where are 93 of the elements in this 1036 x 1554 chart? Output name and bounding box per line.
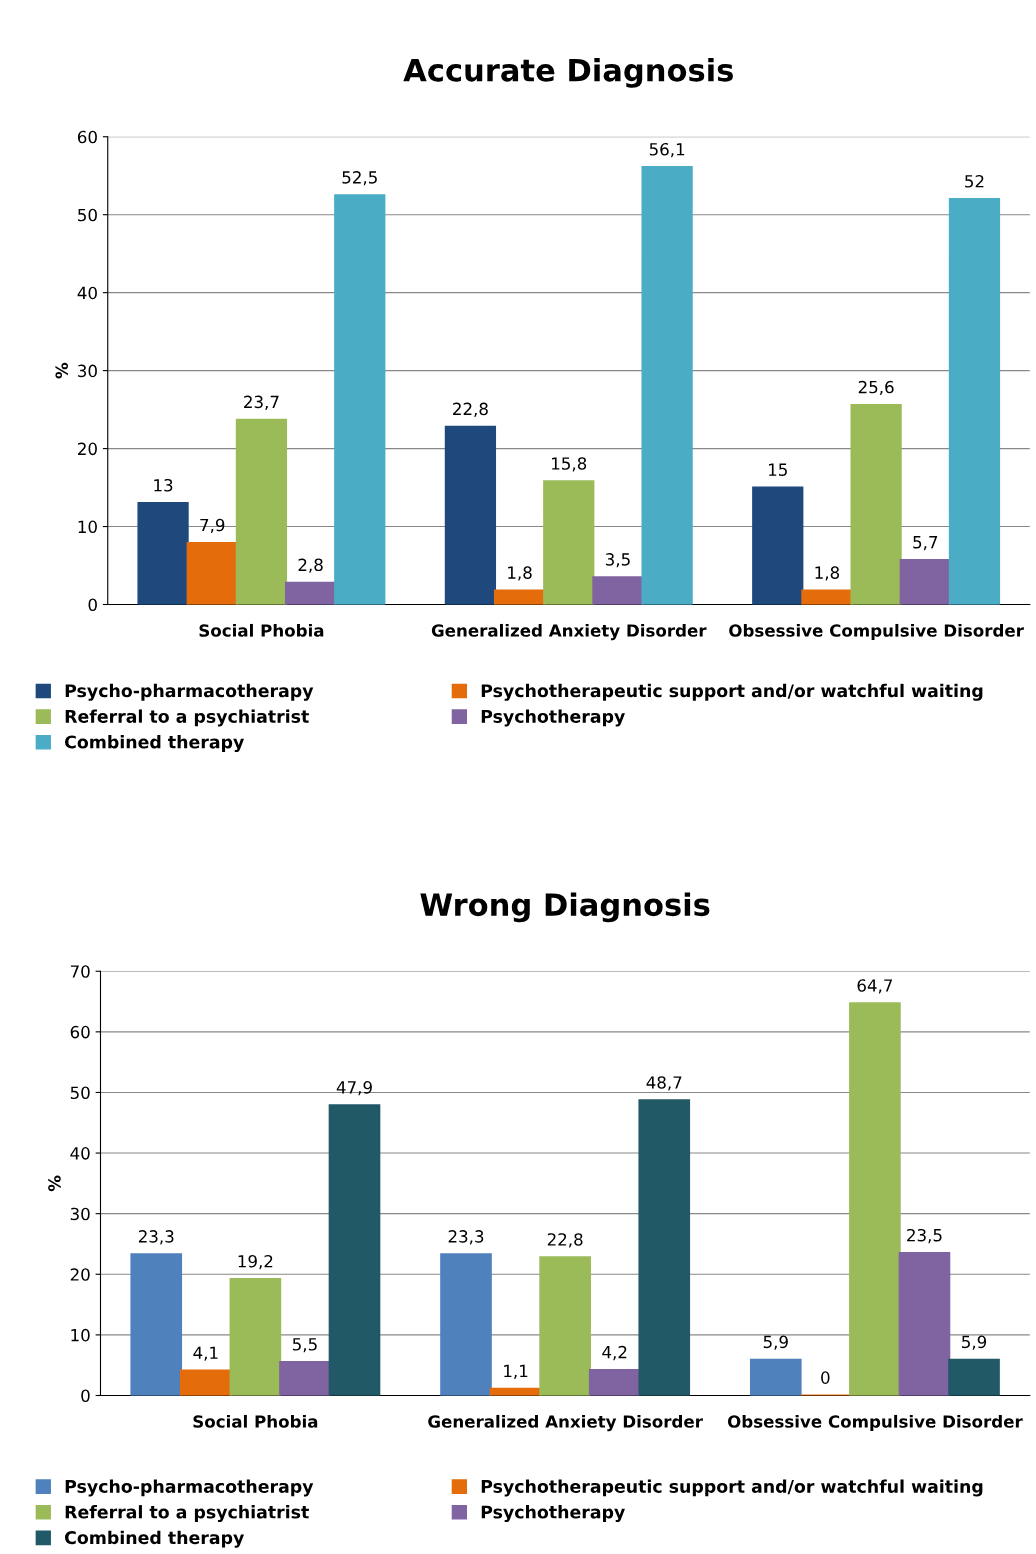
y-tick-label: 10 <box>71 1328 90 1342</box>
bar <box>801 589 853 605</box>
bar <box>752 486 804 605</box>
bar <box>898 1252 951 1396</box>
bar <box>749 1358 802 1396</box>
legend-label: Psychotherapeutic support and/or watchful waiting <box>481 1479 983 1497</box>
data-label: 1,1 <box>504 1364 528 1379</box>
y-axis-title: % <box>55 362 69 379</box>
legend-label: Referral to a psychiatrist <box>65 709 309 727</box>
legend-label: Psychotherapeutic support and/or watchful waiting <box>481 683 983 701</box>
data-label: 1,8 <box>815 566 840 581</box>
legend-label: Combined therapy <box>64 735 245 753</box>
bar <box>641 166 693 605</box>
y-tick-label: 50 <box>70 1086 90 1100</box>
legend-label: Combined therapy <box>64 1530 245 1548</box>
bar <box>588 1369 641 1396</box>
bar <box>440 1253 492 1396</box>
data-label: 15 <box>768 463 787 477</box>
data-label: 4,1 <box>193 1346 218 1361</box>
bar <box>279 1361 331 1396</box>
bar <box>334 194 386 605</box>
data-label: 52,5 <box>342 171 377 186</box>
bar <box>235 418 288 605</box>
data-label: 5,9 <box>763 1335 788 1350</box>
data-label: 23,5 <box>907 1228 942 1244</box>
bar <box>899 559 951 605</box>
legend-label: Referral to a psychiatrist <box>65 1505 309 1523</box>
y-tick-label: 0 <box>88 598 97 612</box>
x-tick-label: Generalized Anxiety Disorder <box>431 623 707 641</box>
bar <box>948 1358 1000 1396</box>
x-tick-label: Obsessive Compulsive Disorder <box>727 1414 1023 1432</box>
bar <box>539 1256 591 1396</box>
bar <box>592 576 644 605</box>
bar <box>179 1369 232 1396</box>
data-label: 0 <box>821 1371 830 1384</box>
bar <box>543 480 595 605</box>
y-tick-label: 10 <box>78 520 97 534</box>
data-label: 48,7 <box>646 1076 682 1091</box>
bar <box>186 541 238 605</box>
bar <box>444 425 497 605</box>
legend-label: Psychotherapy <box>481 1505 625 1523</box>
data-label: 22,8 <box>453 402 488 417</box>
data-label: 23,7 <box>244 395 279 410</box>
y-tick-label: 30 <box>78 364 97 378</box>
data-label: 1,8 <box>508 566 532 581</box>
data-label: 5,5 <box>292 1338 317 1353</box>
data-label: 52 <box>965 174 984 188</box>
data-label: 47,9 <box>336 1081 372 1096</box>
data-label: 22,8 <box>547 1233 583 1248</box>
y-tick-label: 40 <box>70 1147 90 1160</box>
bar <box>638 1099 691 1396</box>
data-label: 64,7 <box>857 979 893 994</box>
bar <box>849 1002 901 1396</box>
legend-label: Psycho-pharmacotherapy <box>65 1479 314 1497</box>
data-label: 23,3 <box>138 1230 174 1245</box>
data-label: 5,7 <box>913 536 938 551</box>
bar <box>948 198 1001 605</box>
y-tick-label: 20 <box>70 1268 90 1281</box>
chart-title: Wrong Diagnosis <box>420 892 710 923</box>
bar <box>850 403 902 605</box>
data-label: 7,9 <box>200 518 225 534</box>
data-label: 25,6 <box>858 380 894 396</box>
data-label: 2,8 <box>298 558 323 573</box>
bar <box>137 502 189 605</box>
bar <box>328 1104 381 1396</box>
x-tick-label: Obsessive Compulsive Disorder <box>729 623 1024 641</box>
data-label: 56,1 <box>649 142 685 158</box>
bar <box>229 1278 282 1396</box>
y-tick-label: 30 <box>70 1207 90 1221</box>
y-tick-label: 50 <box>78 208 97 222</box>
bar <box>493 589 546 605</box>
data-label: 13 <box>154 478 173 492</box>
legend-label: Psychotherapy <box>481 709 625 727</box>
y-tick-label: 20 <box>78 442 97 456</box>
y-tick-label: 60 <box>77 130 97 144</box>
data-label: 23,3 <box>448 1230 484 1245</box>
data-label: 3,5 <box>605 553 630 568</box>
y-tick-label: 60 <box>70 1025 90 1039</box>
data-label: 15,8 <box>552 457 587 472</box>
data-label: 19,2 <box>238 1254 273 1270</box>
y-tick-label: 0 <box>81 1389 90 1403</box>
chart-title: Accurate Diagnosis <box>403 57 733 88</box>
x-tick-label: Social Phobia <box>193 1414 318 1428</box>
bar <box>130 1253 183 1396</box>
bar <box>284 581 337 605</box>
x-tick-label: Social Phobia <box>199 623 324 637</box>
legend-label: Psycho-pharmacotherapy <box>65 683 314 701</box>
data-label: 5,9 <box>962 1335 987 1350</box>
y-tick-label: 70 <box>70 965 90 978</box>
x-tick-label: Generalized Anxiety Disorder <box>428 1414 703 1432</box>
y-axis-title: % <box>48 1175 61 1192</box>
y-tick-label: 40 <box>77 286 97 300</box>
data-label: 4,2 <box>602 1345 627 1361</box>
